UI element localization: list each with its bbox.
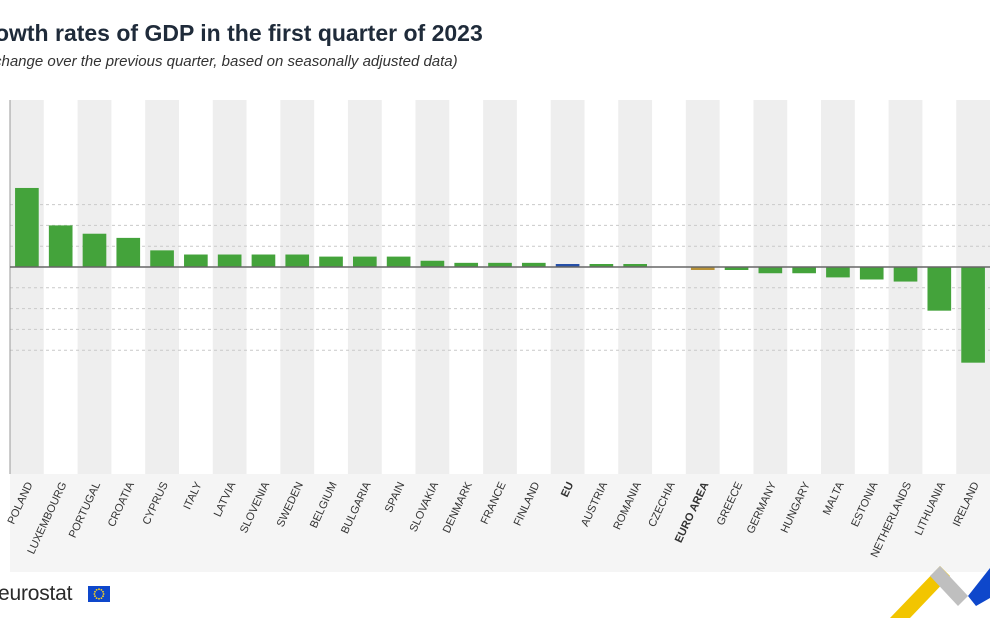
column-band: [483, 100, 517, 474]
column-band: [347, 100, 382, 474]
tick-label-eu: EU: [559, 480, 576, 499]
column-band: [685, 100, 720, 474]
bar-malta: [826, 267, 850, 278]
column-band: [212, 100, 247, 474]
bar-euro-area: [690, 267, 715, 270]
bar-bulgaria: [353, 256, 377, 267]
bar-ireland: [961, 267, 985, 363]
bar-denmark: [454, 262, 479, 267]
column-band: [618, 100, 653, 474]
column-band: [888, 100, 923, 474]
bar-france: [488, 262, 512, 267]
eu-flag-icon: [88, 586, 110, 602]
bar-lithuania: [927, 267, 952, 311]
bar-slovenia: [251, 254, 276, 267]
bar-netherlands: [893, 267, 918, 282]
bar-croatia: [116, 237, 141, 267]
column-band: [280, 100, 315, 474]
label-strip: [10, 474, 990, 572]
bar-estonia: [859, 267, 884, 280]
eurostat-logo-text: eurostat: [0, 582, 73, 605]
column-band: [753, 100, 788, 474]
bar-slovakia: [420, 260, 445, 267]
column-band: [415, 100, 450, 474]
bar-italy: [184, 254, 208, 267]
bar-eu: [555, 264, 580, 267]
column-band: [10, 100, 44, 474]
bar-luxembourg: [48, 225, 73, 267]
column-band: [550, 100, 585, 474]
bar-sweden: [285, 254, 310, 267]
column-band: [821, 100, 855, 474]
bar-belgium: [319, 256, 343, 267]
column-band: [145, 100, 179, 474]
bar-spain: [386, 256, 411, 267]
bar-germany: [758, 267, 783, 274]
bar-portugal: [82, 233, 107, 267]
bar-greece: [724, 267, 749, 270]
bar-austria: [589, 264, 614, 267]
bar-latvia: [217, 254, 242, 267]
chart-title: rowth rates of GDP in the first quarter …: [0, 20, 483, 46]
bar-finland: [521, 262, 546, 267]
chart-subtitle: change over the previous quarter, based …: [0, 53, 458, 70]
bar-poland: [15, 187, 39, 267]
bar-cyprus: [150, 250, 174, 267]
column-band: [77, 100, 112, 474]
corner-decoration: [890, 566, 990, 618]
bar-hungary: [792, 267, 816, 274]
bar-romania: [623, 264, 647, 267]
